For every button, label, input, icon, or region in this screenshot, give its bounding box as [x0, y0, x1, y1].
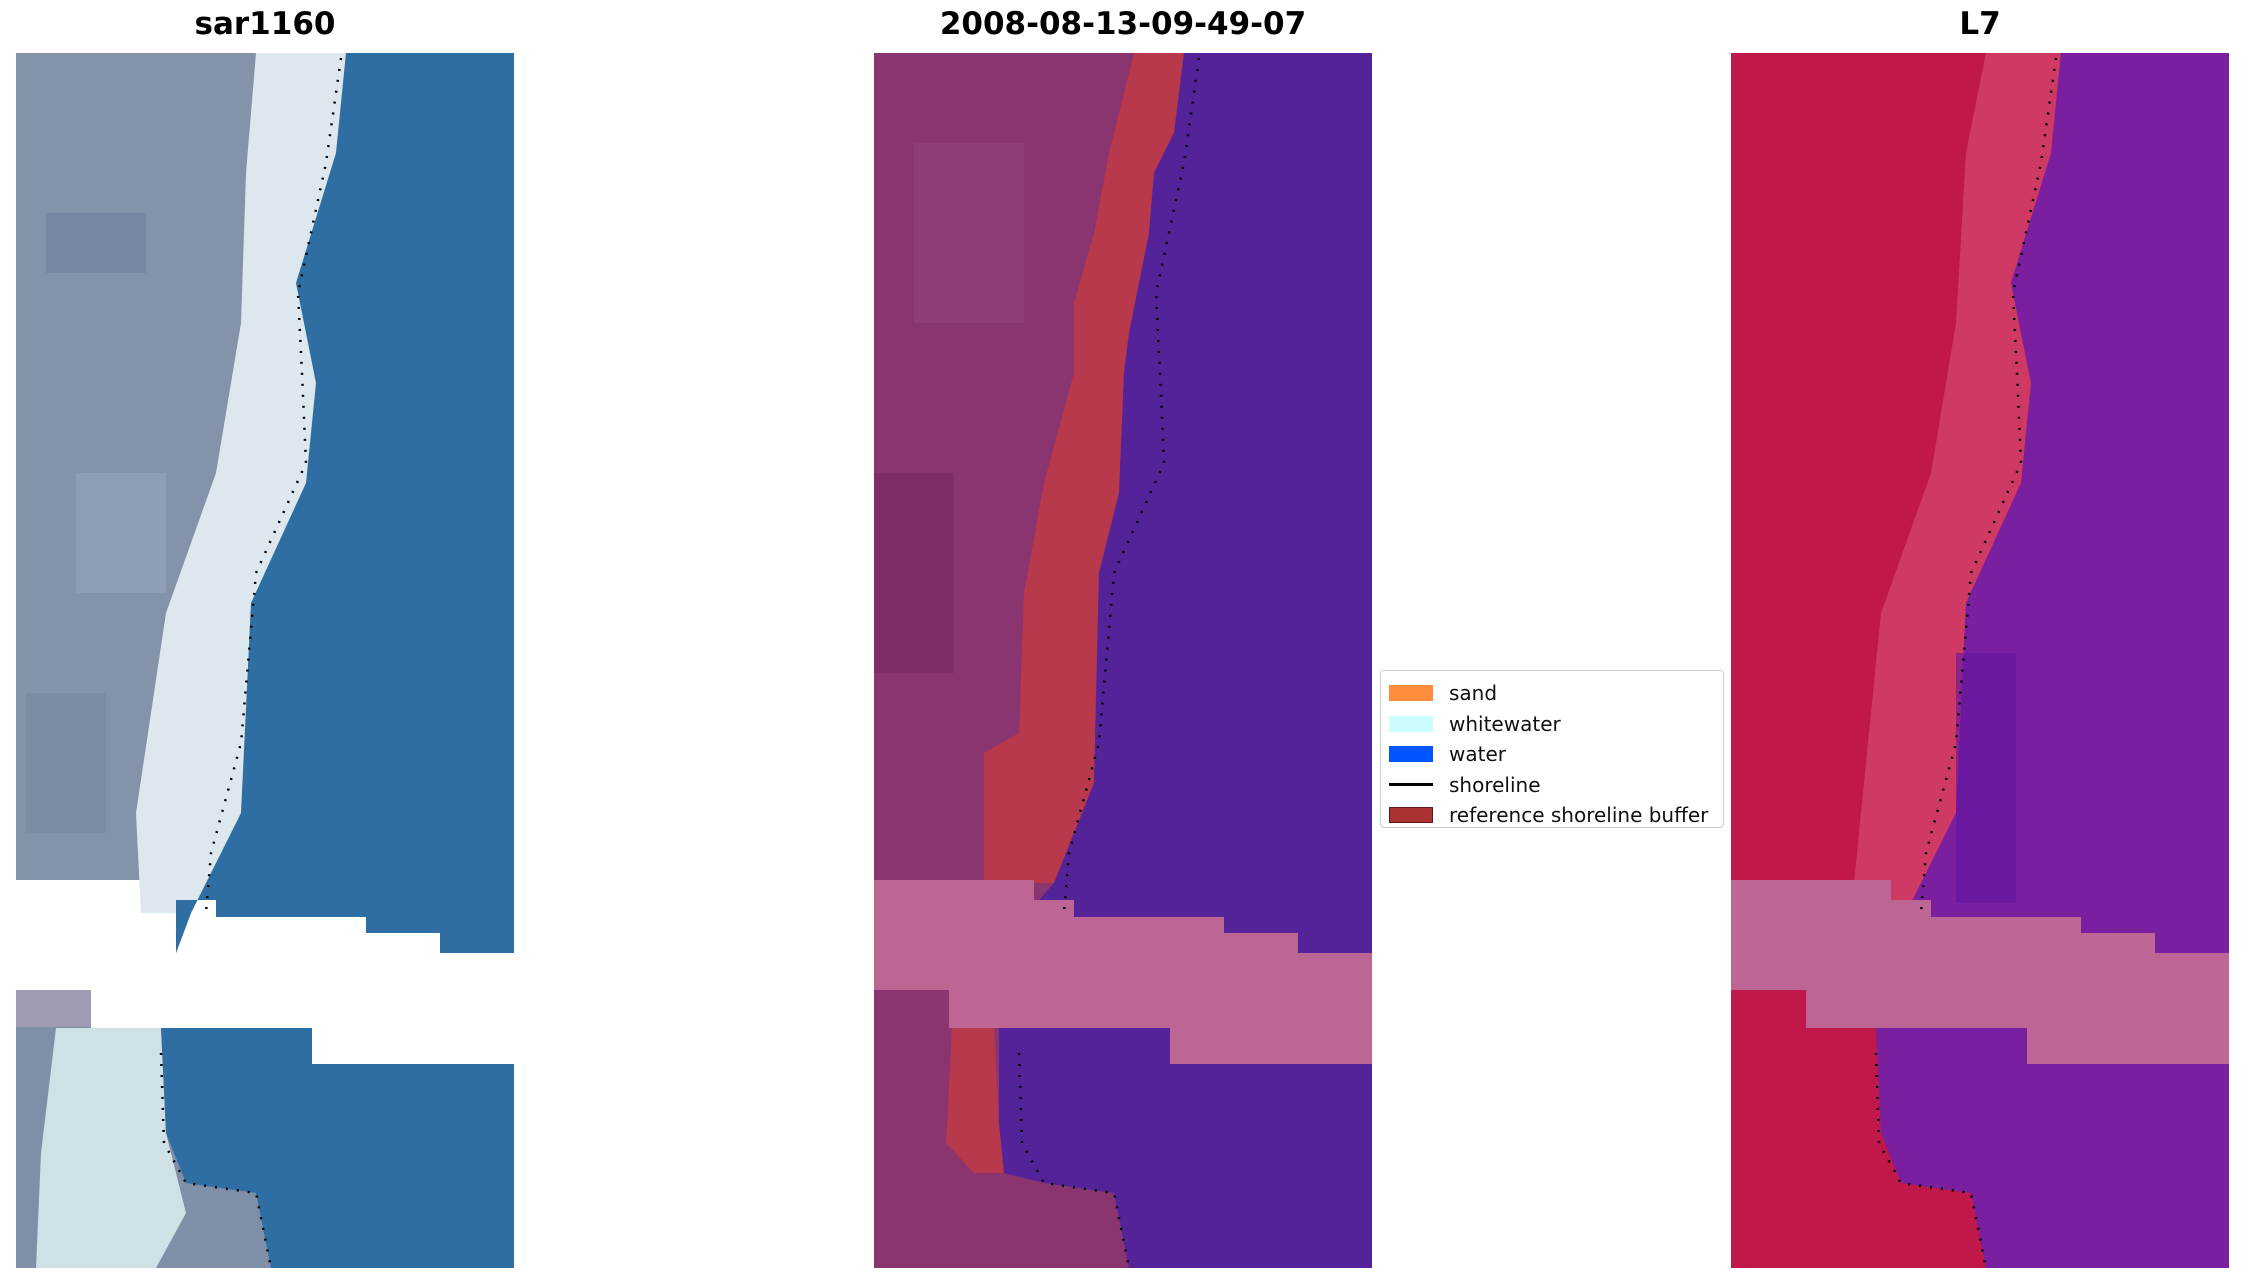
index-image [1731, 53, 2229, 1268]
legend-label-water: water [1449, 742, 1506, 767]
panel-title-index: L7 [1959, 6, 2001, 42]
legend-label-sand: sand [1449, 681, 1498, 706]
legend-item-shoreline: shoreline [1389, 770, 1715, 801]
panel-title-rgb: sar1160 [194, 6, 336, 42]
rgb-image-panel [16, 53, 514, 1268]
rgb-whitewater-upper [136, 53, 346, 913]
class-buffer-lower [946, 1028, 1004, 1173]
legend-label-whitewater: whitewater [1449, 711, 1561, 736]
shoreline-classified [1017, 57, 1201, 1268]
panel-title-classified: 2008-08-13-09-49-07 [939, 6, 1307, 42]
rgb-water-upper [176, 53, 514, 953]
legend-label-shoreline: shoreline [1449, 772, 1541, 797]
legend-item-water: water [1389, 739, 1715, 770]
legend-swatch-reference-buffer [1389, 807, 1433, 824]
classified-image [874, 53, 1372, 1268]
rgb-water-lower [161, 1028, 514, 1268]
index-image-panel [1731, 53, 2229, 1268]
rgb-image [16, 53, 514, 1268]
legend-swatch-sand [1389, 685, 1433, 702]
class-nodata-band [874, 880, 1372, 1064]
class-water-upper [1039, 53, 1372, 953]
class-buffer-upper [984, 53, 1184, 883]
index-nodata-band [1731, 880, 2229, 1064]
legend-swatch-shoreline [1389, 783, 1433, 787]
class-water-lower [999, 1028, 1372, 1268]
shoreline-index [1874, 57, 2058, 1268]
legend-label-reference-buffer: reference shoreline buffer [1449, 803, 1709, 828]
rgb-whitewater-lower [36, 1028, 186, 1268]
classified-image-panel [874, 53, 1372, 1268]
index-water-lower [1876, 1028, 2229, 1268]
legend-swatch-water [1389, 746, 1433, 763]
legend-swatch-whitewater [1389, 715, 1433, 732]
legend-item-sand: sand [1389, 678, 1715, 709]
legend-item-whitewater: whitewater [1389, 709, 1715, 740]
shoreline-rgb [159, 57, 343, 1268]
legend-item-reference-buffer: reference shoreline buffer [1389, 800, 1715, 831]
legend: sand whitewater water shoreline referenc… [1380, 670, 1724, 828]
